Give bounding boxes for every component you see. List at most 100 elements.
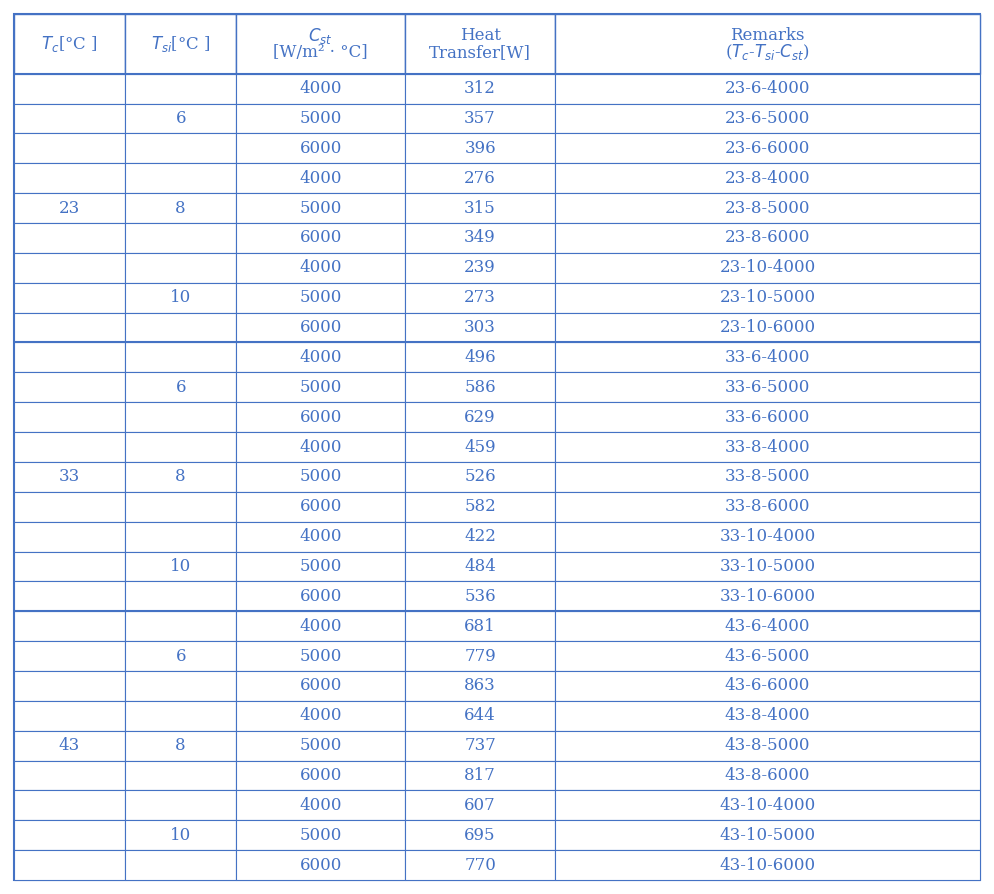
Bar [125, 522, 237, 552]
Bar [406, 73, 555, 104]
Text: 33-8-5000: 33-8-5000 [725, 468, 810, 485]
Bar [555, 492, 980, 522]
Bar [406, 492, 555, 522]
Text: 5000: 5000 [299, 558, 342, 575]
Bar [125, 164, 237, 193]
Bar [406, 402, 555, 432]
Bar [555, 14, 980, 73]
Bar [406, 313, 555, 342]
Text: 33-10-4000: 33-10-4000 [720, 528, 816, 545]
Bar [125, 821, 237, 850]
Text: 33: 33 [59, 468, 81, 485]
Bar [125, 641, 237, 671]
Bar [406, 164, 555, 193]
Bar [555, 104, 980, 133]
Bar [237, 342, 406, 372]
Bar [555, 283, 980, 313]
Text: 33-10-6000: 33-10-6000 [720, 588, 815, 605]
Bar [14, 283, 125, 313]
Text: 629: 629 [464, 409, 496, 426]
Bar [125, 701, 237, 730]
Text: 33-10-5000: 33-10-5000 [720, 558, 815, 575]
Bar [237, 671, 406, 701]
Text: 33-8-4000: 33-8-4000 [725, 438, 810, 456]
Text: 695: 695 [464, 827, 496, 844]
Bar [237, 253, 406, 283]
Bar [406, 133, 555, 164]
Text: 681: 681 [464, 618, 496, 635]
Bar [14, 492, 125, 522]
Text: [W/m² · °C]: [W/m² · °C] [273, 44, 368, 61]
Bar [14, 581, 125, 611]
Text: 239: 239 [464, 259, 496, 276]
Text: $C_{st}$: $C_{st}$ [308, 26, 333, 46]
Text: 5000: 5000 [299, 110, 342, 127]
Bar [406, 581, 555, 611]
Bar [125, 73, 237, 104]
Bar [406, 522, 555, 552]
Text: 4000: 4000 [299, 528, 342, 545]
Bar [14, 522, 125, 552]
Bar [125, 611, 237, 641]
Bar [406, 372, 555, 402]
Text: 43-8-4000: 43-8-4000 [725, 707, 810, 724]
Bar [555, 133, 980, 164]
Bar [237, 850, 406, 880]
Bar [14, 193, 125, 223]
Bar [14, 821, 125, 850]
Text: 484: 484 [464, 558, 496, 575]
Text: 43-6-6000: 43-6-6000 [725, 678, 810, 695]
Bar [125, 730, 237, 761]
Bar [237, 193, 406, 223]
Bar [237, 641, 406, 671]
Text: 10: 10 [170, 289, 191, 306]
Text: 6000: 6000 [299, 230, 342, 247]
Bar [555, 522, 980, 552]
Text: $T_{si}$[°C ]: $T_{si}$[°C ] [151, 34, 211, 54]
Bar [237, 402, 406, 432]
Text: 43-10-5000: 43-10-5000 [720, 827, 815, 844]
Bar [555, 552, 980, 581]
Text: 6000: 6000 [299, 588, 342, 605]
Bar [406, 611, 555, 641]
Text: 43: 43 [59, 738, 81, 755]
Bar [555, 730, 980, 761]
Bar [237, 581, 406, 611]
Text: 43-8-6000: 43-8-6000 [725, 767, 810, 784]
Text: 4000: 4000 [299, 707, 342, 724]
Bar [14, 253, 125, 283]
Text: 6000: 6000 [299, 498, 342, 515]
Bar [125, 313, 237, 342]
Bar [406, 790, 555, 821]
Bar [406, 193, 555, 223]
Bar [14, 850, 125, 880]
Bar [406, 552, 555, 581]
Text: 273: 273 [464, 289, 496, 306]
Bar [406, 223, 555, 253]
Text: 33-6-4000: 33-6-4000 [725, 349, 810, 366]
Text: 43-10-4000: 43-10-4000 [720, 797, 816, 814]
Bar [125, 552, 237, 581]
Text: 357: 357 [464, 110, 496, 127]
Bar [406, 253, 555, 283]
Text: 4000: 4000 [299, 170, 342, 187]
Text: 312: 312 [464, 80, 496, 97]
Text: 10: 10 [170, 558, 191, 575]
Bar [237, 432, 406, 462]
Bar [555, 313, 980, 342]
Text: 23-8-6000: 23-8-6000 [725, 230, 810, 247]
Text: Transfer[W]: Transfer[W] [429, 44, 531, 61]
Bar [125, 850, 237, 880]
Text: 4000: 4000 [299, 438, 342, 456]
Text: 23-10-6000: 23-10-6000 [720, 319, 815, 336]
Bar [14, 372, 125, 402]
Bar [14, 432, 125, 462]
Bar [237, 552, 406, 581]
Text: 496: 496 [464, 349, 496, 366]
Text: 526: 526 [464, 468, 496, 485]
Text: 863: 863 [464, 678, 496, 695]
Bar [406, 761, 555, 790]
Bar [125, 462, 237, 492]
Bar [14, 641, 125, 671]
Text: 33-8-6000: 33-8-6000 [725, 498, 810, 515]
